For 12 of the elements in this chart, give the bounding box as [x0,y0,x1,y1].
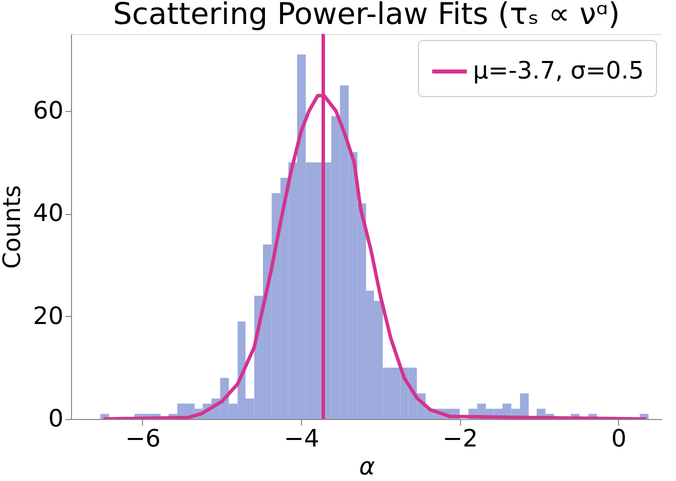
y-axis-title: Counts [0,185,26,269]
y-tick-label: 60 [32,96,64,124]
y-tick-label: 40 [32,199,64,228]
x-tick-label: 0 [611,424,627,452]
y-tick-label: 0 [48,404,64,432]
legend-label: μ=-3.7, σ=0.5 [473,56,644,84]
x-tick-label: −4 [284,424,320,452]
x-axis-title: α [359,452,376,480]
chart-title: Scattering Power-law Fits (τₛ ∝ νᵅ) [113,0,620,32]
x-tick-label: −2 [442,424,478,452]
x-tick-label: −6 [125,424,161,452]
y-tick-label: 20 [32,302,64,330]
